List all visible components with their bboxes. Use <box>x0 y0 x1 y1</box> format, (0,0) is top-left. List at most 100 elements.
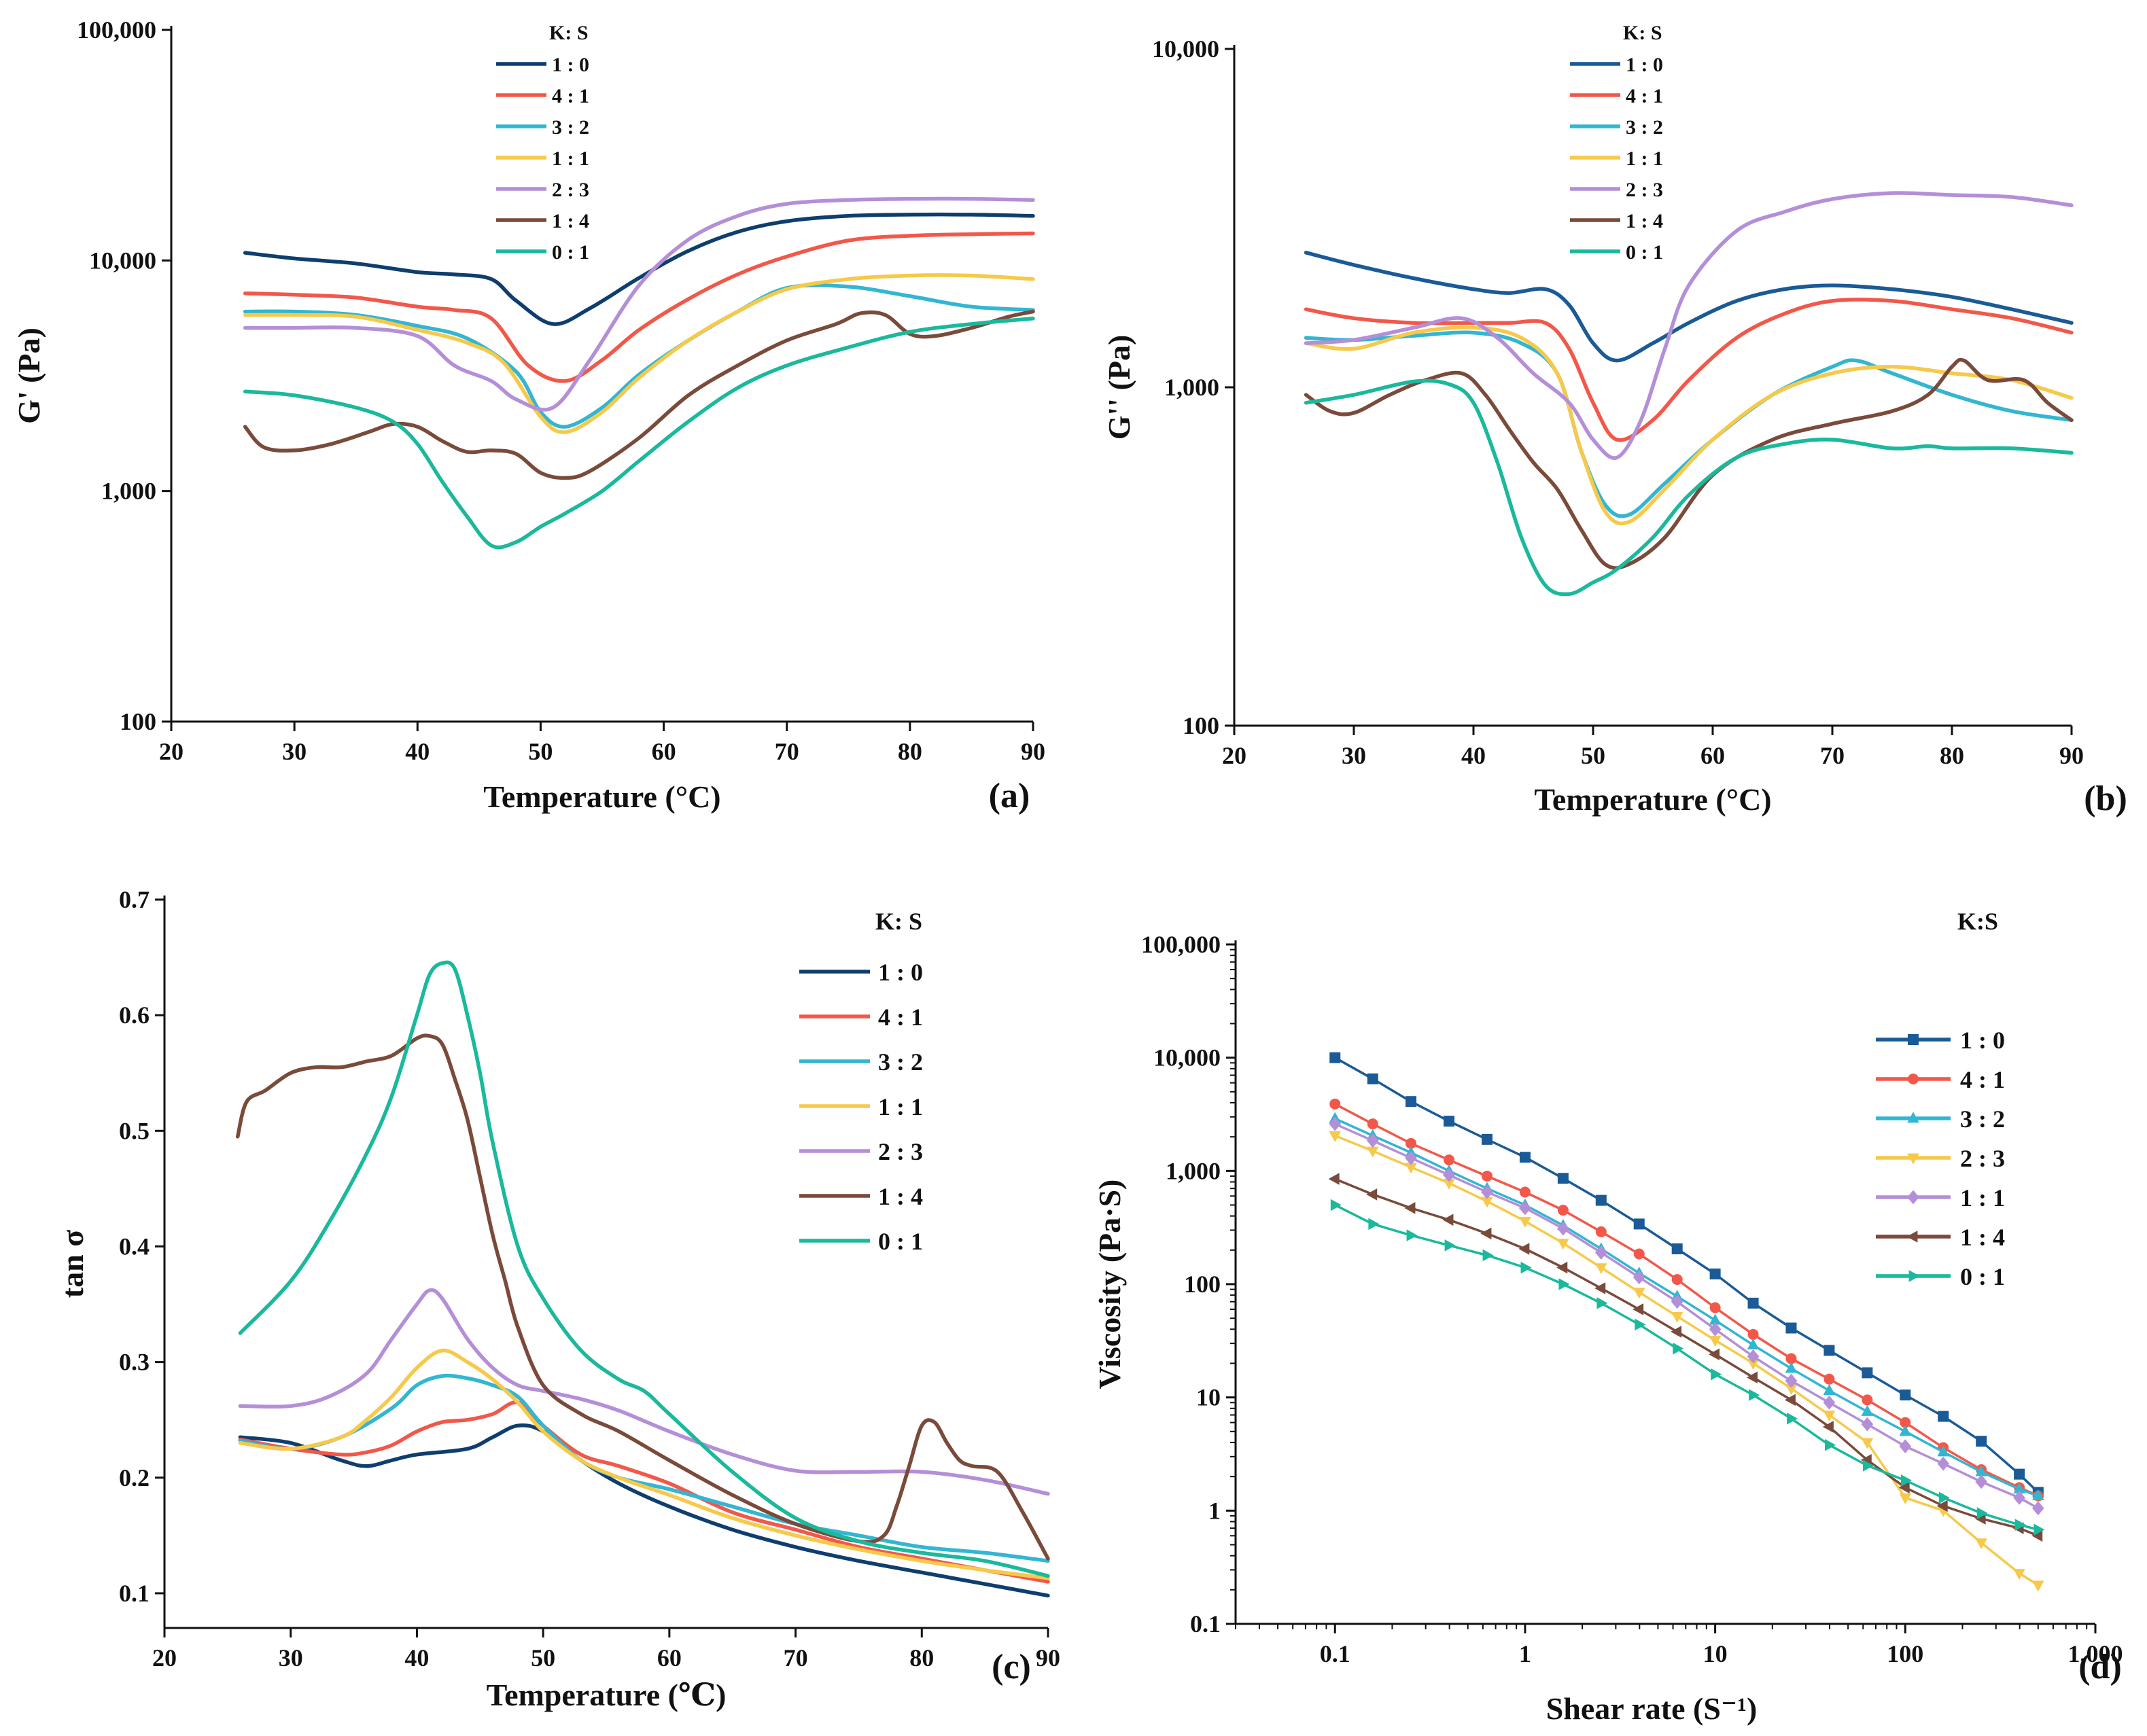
legend: K: S 1 : 0 4 : 1 3 : 2 1 : 1 2 : 3 1 : 4 0 : 1 <box>799 908 923 1255</box>
axes-b: 20 30 40 50 60 70 80 90 100 1,000 10,000 <box>1152 35 2084 769</box>
data-point <box>1329 1098 1341 1110</box>
legend-label: 1 : 0 <box>878 959 923 986</box>
data-point <box>1368 1218 1380 1230</box>
legend-title: K: S <box>1623 22 1662 44</box>
y-tick-label: 0.4 <box>119 1233 150 1260</box>
data-point <box>1329 1131 1342 1142</box>
data-point <box>1405 1150 1417 1165</box>
data-point <box>1633 1288 1645 1299</box>
data-point <box>1406 1096 1417 1108</box>
legend-marker <box>1908 1074 1919 1084</box>
x-tick-label: 40 <box>405 738 430 765</box>
data-point <box>1900 1474 1912 1487</box>
data-point <box>1671 1243 1683 1255</box>
y-axis-title: G' (Pa) <box>12 327 46 424</box>
y-tick-label: 100 <box>120 708 156 735</box>
data-point <box>1481 1185 1493 1199</box>
panel-label: (d) <box>2078 1648 2122 1686</box>
series-line-2:3 <box>1333 1134 2040 1587</box>
data-point <box>1329 1052 1341 1063</box>
series-line-2:3 <box>238 1288 1050 1496</box>
data-point <box>1709 1302 1721 1313</box>
data-point <box>1822 1421 1834 1433</box>
data-point <box>1785 1322 1797 1334</box>
panel-b: 20 30 40 50 60 70 80 90 100 1,000 10,000 Temperatur… <box>1102 22 2127 818</box>
legend-label: 2 : 3 <box>1626 179 1663 201</box>
panel-d: 0.1 1 10 100 1,000 0.1 1 10 100 1,000 10,000 100,00… <box>1092 908 2123 1726</box>
series-group <box>235 960 1050 1598</box>
legend-marker <box>1907 1112 1919 1123</box>
legend-label: 1 : 1 <box>552 147 589 170</box>
x-tick-label: 50 <box>528 738 553 765</box>
series-line-4:1 <box>243 231 1035 383</box>
x-tick-label: 30 <box>282 738 307 765</box>
data-point <box>1900 1389 1911 1401</box>
data-point <box>1976 1436 1987 1447</box>
y-tick-label: 1,000 <box>1166 1157 1221 1184</box>
y-tick-label: 0.1 <box>1190 1610 1221 1637</box>
y-axis-title: Viscosity (Pa·S) <box>1092 1180 1127 1389</box>
data-point <box>2013 1569 2025 1580</box>
data-point <box>2032 1580 2044 1592</box>
legend-label: 4 : 1 <box>1626 85 1663 107</box>
y-tick-label: 0.3 <box>119 1349 150 1376</box>
data-point <box>2033 1523 2045 1536</box>
data-point <box>1785 1362 1798 1373</box>
data-point <box>2031 1529 2043 1542</box>
data-point <box>1482 1249 1494 1262</box>
data-point <box>1443 1178 1455 1190</box>
series-line-0:1 <box>1304 378 2074 597</box>
series-line-1:4 <box>243 309 1035 480</box>
legend-label: 3 : 2 <box>1960 1105 2005 1133</box>
data-point <box>1823 1345 1835 1356</box>
legend-label: 0 : 1 <box>878 1228 923 1255</box>
panel-label: (b) <box>2084 779 2127 818</box>
data-point <box>1747 1328 1759 1340</box>
data-point <box>1482 1133 1493 1145</box>
data-point <box>1823 1383 1836 1395</box>
series-line-1:0 <box>1304 251 2074 363</box>
data-point <box>1862 1459 1874 1472</box>
y-tick-label: 0.1 <box>119 1580 150 1607</box>
data-point <box>1823 1395 1836 1410</box>
series-line-2:3 <box>243 196 1035 412</box>
data-point <box>1861 1438 1874 1449</box>
data-point <box>1480 1227 1492 1240</box>
x-tick-label: 20 <box>159 738 184 765</box>
data-point <box>1898 1481 1910 1494</box>
legend-label: 1 : 4 <box>1960 1224 2005 1251</box>
data-point <box>2014 1468 2025 1480</box>
data-point <box>1823 1373 1835 1385</box>
series-line-1:1 <box>238 1348 1050 1580</box>
legend-label: 1 : 0 <box>1960 1027 2005 1054</box>
x-tick-label: 90 <box>1021 738 1045 765</box>
series-line-1:4 <box>235 1033 1050 1561</box>
series-line-4:1 <box>1333 1103 2040 1498</box>
series-line-0:1 <box>243 317 1035 550</box>
data-point <box>1595 1194 1607 1206</box>
series-line-1:4 <box>1333 1177 2040 1538</box>
y-tick-label: 0.6 <box>119 1002 150 1029</box>
x-tick-label: 20 <box>1222 742 1246 769</box>
y-tick-label: 100,000 <box>1141 931 1221 958</box>
series-line-1:4 <box>1304 357 2074 570</box>
legend-marker <box>1907 1153 1919 1165</box>
legend-label: 1 : 1 <box>1960 1184 2005 1211</box>
legend-marker <box>1906 1230 1918 1243</box>
data-point <box>1747 1349 1760 1364</box>
x-tick-label: 40 <box>1461 742 1486 769</box>
legend-title: K: S <box>875 908 922 935</box>
data-point <box>1444 1154 1455 1166</box>
data-point <box>1367 1073 1378 1084</box>
data-point <box>1825 1438 1836 1451</box>
data-point <box>1557 1239 1569 1250</box>
y-tick-label: 1,000 <box>1164 374 1219 401</box>
series-line-3:2 <box>1304 330 2074 518</box>
legend-label: 1 : 0 <box>1626 54 1663 76</box>
x-tick-label: 70 <box>1820 742 1845 769</box>
legend-label: 1 : 4 <box>878 1183 923 1210</box>
data-point <box>1862 1367 1873 1379</box>
data-point <box>1747 1359 1760 1370</box>
data-point <box>2032 1501 2044 1516</box>
